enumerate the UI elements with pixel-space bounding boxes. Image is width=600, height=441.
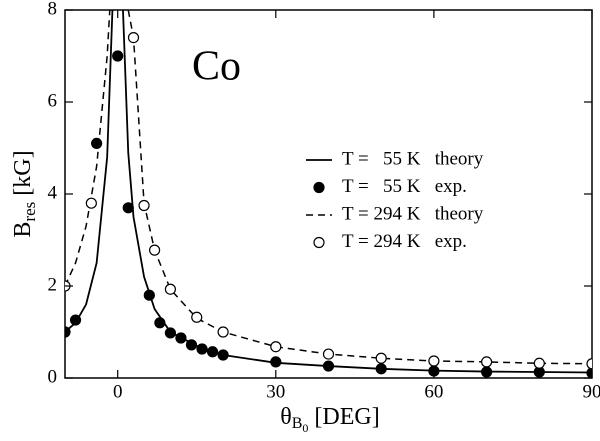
y-label-main: B [10, 222, 36, 238]
y-tick-label: 6 [48, 90, 58, 111]
marker [69, 314, 82, 326]
marker [148, 244, 161, 256]
marker [185, 339, 198, 351]
marker [313, 236, 325, 249]
marker [217, 326, 229, 338]
y-label-unit: [kG] [10, 150, 36, 195]
x-tick-label: 0 [113, 381, 123, 402]
x-label-subsub: 0 [302, 421, 308, 435]
marker [322, 348, 335, 360]
y-tick-label: 4 [48, 182, 58, 203]
marker [85, 197, 97, 209]
marker [112, 50, 124, 62]
y-tick-label: 0 [48, 366, 58, 387]
marker [206, 346, 219, 358]
marker [65, 326, 71, 338]
marker [428, 355, 440, 367]
marker [375, 363, 387, 375]
marker [196, 343, 208, 355]
marker [586, 367, 592, 378]
marker [191, 311, 203, 323]
marker [481, 356, 493, 368]
marker [586, 358, 592, 370]
marker [217, 349, 229, 361]
x-tick-label: 30 [266, 381, 285, 402]
legend-label: T = 55 K theory [342, 148, 484, 169]
x-label-unit: [DEG] [314, 404, 379, 430]
annotation: Co [192, 44, 241, 90]
marker [164, 327, 176, 339]
x-tick-label: 90 [583, 381, 600, 402]
x-label-main: θ [280, 404, 292, 430]
marker [175, 332, 187, 344]
y-axis-label: Bres [kG] [10, 150, 39, 237]
y-label-sub: res [20, 202, 39, 222]
marker [481, 366, 493, 378]
marker [164, 283, 176, 295]
marker [375, 352, 387, 364]
marker [322, 360, 335, 372]
marker [533, 357, 545, 369]
marker [138, 199, 150, 212]
marker [122, 202, 134, 214]
plot-area [65, 10, 592, 378]
legend-label: T = 294 K exp. [342, 231, 467, 252]
series-line [65, 10, 592, 365]
y-tick-label: 2 [48, 274, 58, 295]
series-line [65, 10, 592, 374]
legend-label: T = 55 K exp. [342, 176, 467, 197]
y-tick-label: 8 [48, 0, 58, 19]
x-tick-label: 60 [424, 381, 443, 402]
marker [270, 356, 282, 368]
marker [143, 289, 155, 301]
marker [91, 137, 103, 149]
legend-label: T = 294 K theory [342, 203, 484, 224]
marker [154, 317, 166, 329]
x-label-sub: B [292, 415, 303, 432]
marker [127, 31, 140, 44]
marker [313, 181, 325, 194]
x-axis-label: θB0 [DEG] [280, 404, 379, 435]
marker [270, 341, 282, 353]
